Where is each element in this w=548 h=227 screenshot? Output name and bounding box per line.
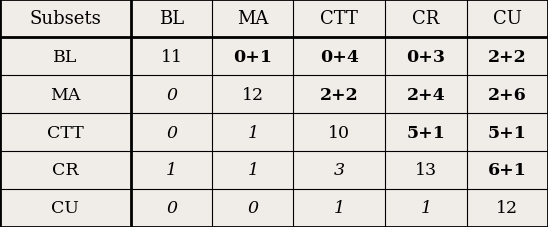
Text: 13: 13 bbox=[415, 162, 437, 179]
Text: 0: 0 bbox=[247, 200, 258, 217]
Text: 10: 10 bbox=[328, 124, 350, 141]
Text: 2+6: 2+6 bbox=[488, 86, 527, 103]
Text: 3: 3 bbox=[334, 162, 345, 179]
Text: 0+4: 0+4 bbox=[320, 48, 359, 65]
Text: 0: 0 bbox=[166, 124, 177, 141]
Text: CR: CR bbox=[413, 10, 439, 28]
Text: 11: 11 bbox=[161, 48, 182, 65]
Text: 5+1: 5+1 bbox=[407, 124, 446, 141]
Text: Subsets: Subsets bbox=[30, 10, 101, 28]
Text: 12: 12 bbox=[496, 200, 518, 217]
Text: 2+4: 2+4 bbox=[407, 86, 446, 103]
Text: 2+2: 2+2 bbox=[488, 48, 527, 65]
Text: 0: 0 bbox=[166, 200, 177, 217]
Text: MA: MA bbox=[237, 10, 269, 28]
Text: 5+1: 5+1 bbox=[488, 124, 527, 141]
Text: 1: 1 bbox=[247, 162, 258, 179]
Text: CTT: CTT bbox=[47, 124, 84, 141]
Text: BL: BL bbox=[53, 48, 77, 65]
Text: 0+3: 0+3 bbox=[407, 48, 446, 65]
Text: 2+2: 2+2 bbox=[320, 86, 359, 103]
Text: 1: 1 bbox=[334, 200, 345, 217]
Text: 1: 1 bbox=[420, 200, 431, 217]
Text: 6+1: 6+1 bbox=[488, 162, 527, 179]
Text: CTT: CTT bbox=[321, 10, 358, 28]
Text: CR: CR bbox=[52, 162, 79, 179]
Text: CU: CU bbox=[493, 10, 522, 28]
Text: MA: MA bbox=[50, 86, 81, 103]
Text: 1: 1 bbox=[166, 162, 177, 179]
Text: 0+1: 0+1 bbox=[233, 48, 272, 65]
Text: 12: 12 bbox=[242, 86, 264, 103]
Text: 1: 1 bbox=[247, 124, 258, 141]
Text: BL: BL bbox=[159, 10, 184, 28]
Text: CU: CU bbox=[52, 200, 79, 217]
Text: 0: 0 bbox=[166, 86, 177, 103]
